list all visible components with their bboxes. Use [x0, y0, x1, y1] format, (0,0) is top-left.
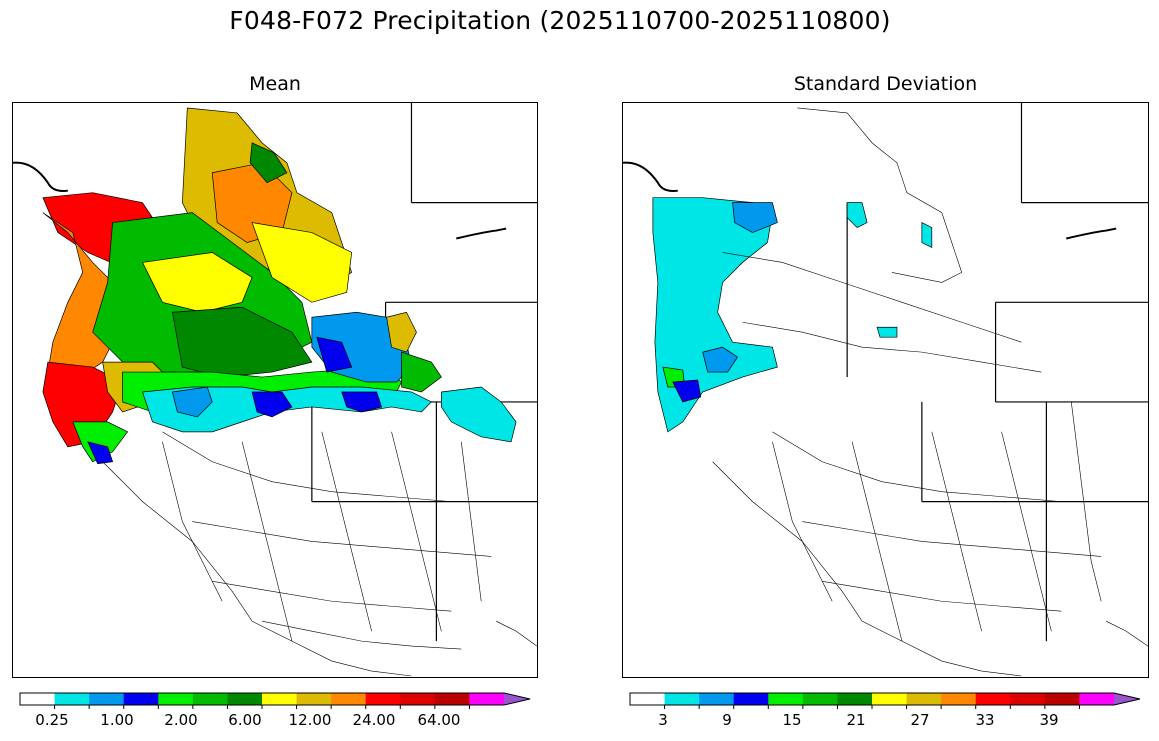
- stddev-colorbar-tick: 33: [975, 711, 995, 729]
- stddev-colorbar-swatch: [733, 693, 769, 705]
- stddev-colorbar-tick: 21: [846, 711, 866, 729]
- mean-map-canvas: [13, 103, 537, 677]
- mean-colorbar-swatch: [158, 693, 194, 705]
- mean-colorbar-swatches: [19, 692, 531, 709]
- mean-colorbar: [19, 690, 531, 709]
- stddev-colorbar-swatch: [906, 693, 942, 705]
- stddev-colorbar: [629, 690, 1141, 709]
- mean-map: [12, 102, 538, 678]
- mean-colorbar-tick: 6.00: [228, 711, 262, 729]
- stddev-colorbar-swatch: [837, 693, 873, 705]
- stddev-colorbar-swatch: [1079, 693, 1115, 705]
- stddev-colorbar-swatch: [1044, 693, 1080, 705]
- stddev-colorbar-swatch: [630, 693, 666, 705]
- stddev-colorbar-swatch: [1010, 693, 1046, 705]
- figure-title: F048-F072 Precipitation (2025110700-2025…: [229, 6, 891, 35]
- stddev-colorbar-tick: 27: [910, 711, 930, 729]
- stddev-colorbar-swatch: [768, 693, 804, 705]
- great-lakes-shoreline: [623, 161, 1117, 240]
- mean-basins: [42, 107, 517, 465]
- stddev-colorbar-swatch: [872, 693, 908, 705]
- mean-colorbar-swatch: [400, 693, 436, 705]
- basin-outlines: [102, 431, 537, 677]
- mean-colorbar-swatch: [365, 693, 401, 705]
- mean-colorbar-tick: 2.00: [164, 711, 198, 729]
- mean-colorbar-tick: 64.00: [417, 711, 461, 729]
- stddev-colorbar-tick: 9: [722, 711, 732, 729]
- mean-colorbar-swatch: [296, 693, 332, 705]
- mean-colorbar-tick: 1.00: [100, 711, 134, 729]
- basin-outlines: [712, 107, 1148, 677]
- mean-colorbar-swatch: [262, 693, 298, 705]
- mean-colorbar-swatch: [89, 693, 125, 705]
- stddev-colorbar-swatch: [664, 693, 700, 705]
- stddev-basins: [652, 197, 933, 433]
- stddev-colorbar-extend-arrow: [1114, 693, 1140, 705]
- stddev-colorbar-outline: [629, 692, 1141, 706]
- mean-colorbar-swatch: [20, 693, 56, 705]
- mean-colorbar-swatch: [331, 693, 367, 705]
- great-lakes-shoreline: [13, 161, 507, 240]
- mean-colorbar-swatch: [227, 693, 263, 705]
- stddev-colorbar-tick: 15: [782, 711, 802, 729]
- stddev-colorbar-swatch: [699, 693, 735, 705]
- mean-colorbar-extend-arrow: [504, 693, 530, 705]
- stddev-colorbar-swatch: [975, 693, 1011, 705]
- mean-colorbar-swatch: [434, 693, 470, 705]
- mean-colorbar-tick: 24.00: [352, 711, 396, 729]
- stddev-colorbar-swatches: [629, 692, 1141, 709]
- stddev-colorbar-tick: 3: [658, 711, 668, 729]
- mean-colorbar-tick: 0.25: [35, 711, 69, 729]
- stddev-colorbar-tick: 39: [1039, 711, 1059, 729]
- state-boundaries: [846, 103, 1148, 642]
- stddev-colorbar-swatch: [941, 693, 977, 705]
- stddev-panel-title: Standard Deviation: [793, 73, 978, 95]
- mean-colorbar-swatch: [192, 693, 228, 705]
- stddev-map: [622, 102, 1149, 678]
- mean-colorbar-tick: 12.00: [288, 711, 332, 729]
- stddev-map-canvas: [623, 103, 1148, 677]
- stddev-colorbar-swatch: [802, 693, 838, 705]
- mean-colorbar-outline: [19, 692, 531, 706]
- mean-colorbar-swatch: [54, 693, 90, 705]
- mean-colorbar-swatch: [469, 693, 505, 705]
- mean-colorbar-swatch: [123, 693, 159, 705]
- mean-panel-title: Mean: [249, 73, 301, 95]
